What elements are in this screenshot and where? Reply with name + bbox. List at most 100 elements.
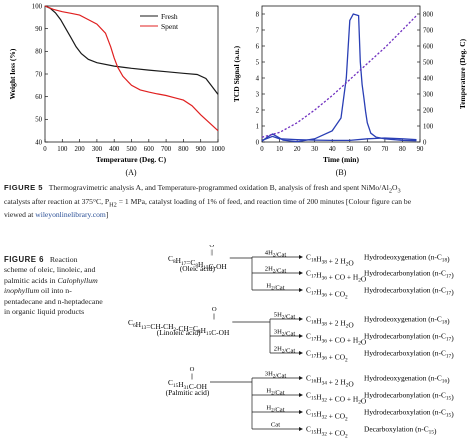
catalyst-label: Cat [271, 422, 280, 429]
caption-line-3b: ] [105, 210, 109, 220]
fig6-caption-8: in organic liquid products [4, 307, 85, 317]
reaction-product: C18H38 + 2 H2O [306, 315, 354, 330]
catalyst-label: 4H2/Cat [265, 250, 287, 259]
tpo-y2-tick-label: 600 [423, 43, 434, 50]
fig6-caption-4: Calophyllum [57, 275, 98, 285]
tpo-y2-tick-label: 800 [423, 11, 434, 18]
catalyst-label: 3H2/Cat [265, 371, 287, 380]
figure-6-caption: FIGURE 6 Reaction scheme of oleic, linol… [4, 255, 124, 317]
tga-legend: Fresh Spent [140, 12, 179, 31]
tga-x-tick-label: 1000 [211, 146, 225, 153]
tpo-x-tick-label: 10 [276, 146, 283, 153]
tga-y-tick-label: 100 [32, 3, 43, 10]
formula-oleic: C8H17=C8H15C-OH [168, 254, 227, 271]
arrow-head [299, 317, 303, 321]
tpo-y2-tick-label: 500 [423, 59, 434, 66]
reaction-product: C17H36 + CO2 [306, 286, 348, 301]
tpo-y2-tick-label: 400 [423, 75, 434, 82]
tpo-x-tick-label: 90 [417, 146, 424, 153]
tga-series-spent [44, 5, 219, 132]
reaction-type: Hydrodeoxygenation (n-C18) [364, 315, 450, 326]
tga-x-tick-label: 0 [43, 146, 47, 153]
reaction-type: Hydrodecarboxylation (n-C17) [364, 286, 454, 297]
formula-palmitic: C15H31C-OH [168, 378, 208, 391]
reaction-product: C15H32 + CO2 [306, 408, 348, 423]
arrow-head [299, 393, 303, 397]
fig6-caption-3: palmitic acids in [4, 275, 58, 285]
tga-panel-label: (A) [125, 168, 136, 177]
tpo-y2-tick-label: 0 [423, 139, 427, 146]
tpo-x-tick-label: 40 [329, 146, 336, 153]
catalyst-label: H2/Cat [266, 388, 284, 397]
figure-6-label: FIGURE 6 [4, 255, 44, 264]
tpo-x-tick-label: 50 [346, 146, 353, 153]
tga-x-tick-label: 900 [196, 146, 207, 153]
tga-y-tick-label: 80 [35, 49, 42, 56]
tpo-panel-label: (B) [336, 168, 347, 177]
tga-y-tick-label: 60 [35, 94, 42, 101]
tga-x-tick-label: 500 [126, 146, 137, 153]
carbonyl-o-palmitic: O [190, 366, 195, 373]
caption-line-2b: = 1 MPa, catalyst loading of 1% of feed,… [116, 196, 412, 206]
tpo-plot-frame [261, 5, 421, 143]
catalyst-label: H2/Cat [266, 283, 284, 292]
caption-sub-h2: H2 [109, 201, 117, 209]
tpo-series-2 [261, 135, 417, 142]
figure-5-label: FIGURE 5 [4, 183, 44, 192]
reaction-type: Hydrodecarboxylation (n-C17) [364, 349, 454, 360]
tpo-x-tick-label: 30 [311, 146, 318, 153]
reaction-product: C15H32 + CO2 [306, 425, 348, 440]
arrow-head [299, 351, 303, 355]
arrow-head [299, 334, 303, 338]
tga-x-tick-label: 300 [92, 146, 103, 153]
tpo-x-tick-label: 60 [364, 146, 371, 153]
tpo-y-axis-label-right: Temperature (Deg. C) [458, 38, 467, 109]
fig6-caption-2: scheme of oleic, linoleic, and [4, 265, 96, 275]
tpo-x-tick-label: 0 [260, 146, 264, 153]
acid-name-linoleic: (Linoleic acid) [157, 328, 201, 337]
tpo-y-tick-label: 4 [256, 75, 260, 82]
reaction-type: Hydrodecarbonylation (n-C17) [364, 269, 454, 280]
catalyst-label: 3H2/Cat [274, 329, 296, 338]
reaction-type: Hydrodeoxygenation (n-C16) [364, 374, 450, 385]
caption-o: O [392, 183, 398, 192]
caption-line-2a: catalysts after reaction at 375°C, P [4, 196, 110, 206]
catalyst-label: H2/Cat [266, 405, 284, 414]
reaction-group-palmitic: C15H31C-OH O|| (Palmitic acid) 3H2/Cat C16H3… [166, 366, 455, 440]
reaction-product: C17H36 + CO2 [306, 349, 348, 364]
tpo-y2-tick-label: 200 [423, 107, 434, 114]
carbonyl-o-oleic: O [209, 245, 214, 249]
tga-x-tick-label: 100 [57, 146, 68, 153]
arrow-head [299, 410, 303, 414]
reaction-type: Hydrodecarbonylation (n-C17) [364, 332, 454, 343]
legend-label-spent: Spent [161, 22, 179, 31]
tpo-y2-tick-label: 100 [423, 123, 434, 130]
formula-linoleic: C6H13=CH-CH2-CH=C8H15C-OH [128, 318, 230, 337]
wileyonlinelibrary-link[interactable]: wileyonlinelibrary.com [35, 210, 106, 220]
fig6-caption-5: inophyllum [4, 286, 40, 296]
caption-sub: 2 [388, 187, 393, 195]
tga-chart: 0 100 200 300 400 500 600 700 800 900 1000 40 50 60 70… [8, 3, 225, 177]
tpo-series-3 [261, 15, 417, 138]
tpo-series-1 [261, 13, 417, 143]
tpo-y-tick-label: 2 [256, 107, 260, 114]
tpo-y-tick-label: 5 [256, 59, 260, 66]
tpo-y-tick-label: 3 [256, 91, 260, 98]
acid-name-oleic: (Oleic acid) [180, 264, 216, 273]
reaction-product: C16H34 + 2 H2O [306, 374, 354, 389]
caption-line-1: Thermogravimetric analysis A, and Temper… [48, 183, 389, 192]
arrow-head [299, 288, 303, 292]
tga-y-tick-label: 90 [35, 26, 42, 33]
tpo-y2-tick-label: 700 [423, 27, 434, 34]
tpo-y-tick-label: 8 [256, 11, 260, 18]
reaction-scheme: C8H17=C8H15C-OHO||(Oleic acid)4H2/Cat C18… [128, 245, 455, 440]
reaction-product: C17H36 + CO + H2O [306, 269, 367, 284]
fig6-caption-7: pentadecane and n-heptadecane [4, 296, 103, 306]
tpo-x-axis-label: Time (min) [323, 155, 359, 164]
reaction-type: Hydrodecarbonylation (n-C15) [364, 391, 454, 402]
arrow-head [299, 427, 303, 431]
tga-y-tick-label: 70 [35, 71, 42, 78]
reaction-group-linoleic: C6H13=CH-CH2-CH=C8H15C-OH O|| (Linoleic ac… [128, 306, 454, 364]
tpo-y-tick-label: 1 [256, 123, 259, 130]
tga-x-axis-label: Temperature (Deg. C) [96, 155, 167, 164]
